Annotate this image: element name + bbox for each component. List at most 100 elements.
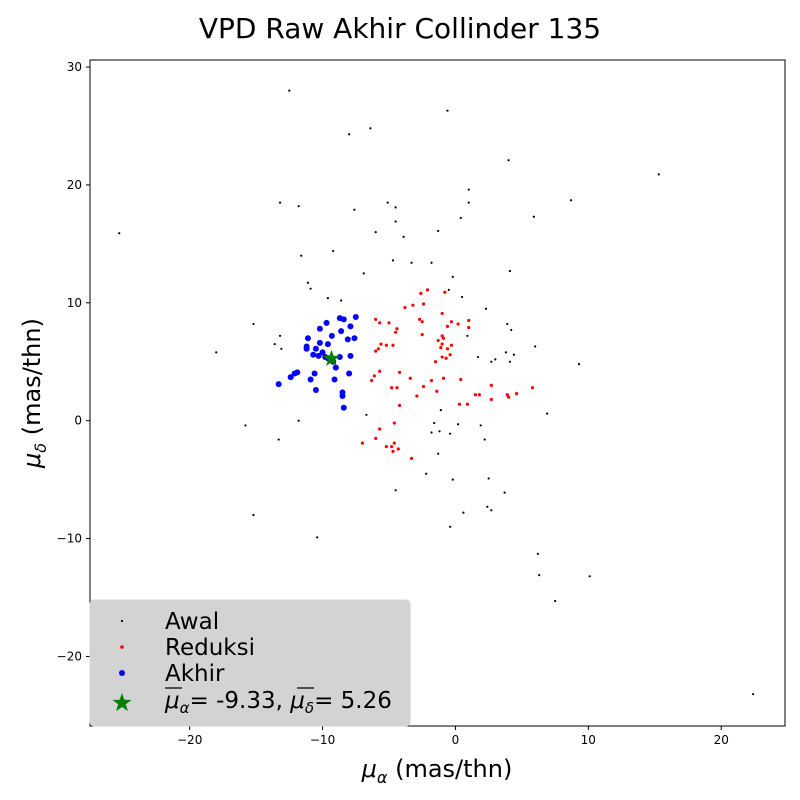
y-tick-label: 10 — [67, 296, 82, 310]
data-point — [303, 345, 310, 352]
data-point — [346, 370, 353, 377]
data-point — [374, 349, 378, 353]
data-point — [369, 127, 372, 130]
data-point — [395, 386, 399, 390]
legend-label-awal: Awal — [165, 609, 219, 635]
data-point — [466, 334, 469, 337]
data-point — [391, 449, 395, 453]
data-point — [490, 509, 493, 512]
y-tick-label: 20 — [67, 178, 82, 192]
legend-box — [89, 599, 411, 727]
data-point — [449, 432, 452, 435]
data-point — [309, 287, 312, 290]
data-point — [506, 395, 511, 399]
data-point — [445, 324, 450, 328]
legend-marker-akhir — [119, 670, 125, 676]
data-point — [456, 423, 460, 426]
x-tick-label: 0 — [452, 733, 460, 747]
data-point — [316, 536, 319, 539]
data-point — [425, 472, 428, 475]
legend: Awal Reduksi Akhir μα= -9.33, μδ= 5.26 — [89, 599, 411, 727]
data-point — [443, 290, 447, 294]
data-point — [657, 173, 660, 176]
data-point — [323, 319, 330, 326]
data-point — [429, 379, 434, 383]
data-point — [277, 438, 280, 441]
data-point — [467, 325, 471, 330]
data-point — [505, 393, 509, 397]
data-point — [440, 334, 444, 338]
data-point — [532, 215, 535, 218]
data-point — [312, 345, 319, 352]
data-point — [487, 477, 490, 480]
data-point — [306, 281, 310, 284]
data-point — [441, 336, 446, 340]
data-point — [336, 354, 343, 361]
data-point — [340, 404, 347, 411]
data-point — [312, 387, 319, 394]
data-point — [288, 89, 291, 92]
data-point — [425, 288, 430, 292]
data-point — [490, 360, 493, 363]
data-point — [440, 355, 444, 359]
data-point — [437, 229, 440, 233]
data-point — [332, 249, 335, 253]
y-tick-label: 0 — [74, 414, 82, 428]
plot-points — [118, 89, 755, 696]
data-point — [447, 288, 450, 291]
data-point — [378, 321, 382, 325]
data-point — [394, 206, 397, 209]
data-point — [339, 392, 346, 399]
data-point — [315, 352, 322, 359]
data-point — [456, 322, 460, 326]
data-point — [316, 339, 323, 346]
data-point — [347, 352, 354, 359]
data-point — [433, 421, 436, 425]
data-point — [326, 297, 329, 300]
data-point — [394, 489, 397, 492]
data-point — [508, 360, 512, 363]
data-point — [411, 303, 415, 307]
data-point — [449, 525, 452, 528]
data-point — [484, 307, 488, 310]
data-point — [577, 363, 581, 366]
data-point — [536, 552, 539, 556]
data-point — [319, 349, 326, 356]
data-point — [328, 332, 335, 339]
data-point — [390, 445, 394, 449]
data-point — [291, 370, 298, 377]
data-point — [504, 351, 508, 354]
data-point — [396, 447, 400, 451]
data-point — [421, 384, 426, 389]
data-point — [508, 269, 512, 273]
legend-label-mean: μα= -9.33, μδ= 5.26 — [164, 687, 392, 717]
data-point — [340, 316, 347, 323]
data-point — [280, 347, 283, 350]
x-tick-label: 20 — [714, 733, 729, 747]
data-point — [419, 291, 423, 295]
data-point — [506, 322, 509, 326]
data-point — [384, 445, 388, 449]
data-point — [394, 220, 397, 223]
data-point — [374, 317, 378, 321]
data-point — [486, 505, 489, 508]
data-point — [403, 305, 407, 310]
data-point — [477, 393, 481, 397]
series-awal — [118, 89, 755, 696]
data-point — [340, 299, 343, 302]
chart-title: VPD Raw Akhir Collinder 135 — [199, 12, 601, 45]
data-point — [465, 402, 469, 406]
data-point — [752, 693, 755, 696]
data-point — [392, 421, 396, 425]
data-point — [398, 370, 402, 374]
data-point — [352, 313, 359, 320]
data-point — [275, 381, 282, 388]
data-point — [384, 343, 388, 347]
data-point — [417, 317, 422, 321]
data-point — [462, 511, 465, 514]
data-point — [215, 351, 218, 354]
data-point — [390, 386, 394, 390]
data-point — [278, 334, 282, 337]
data-point — [332, 364, 339, 371]
